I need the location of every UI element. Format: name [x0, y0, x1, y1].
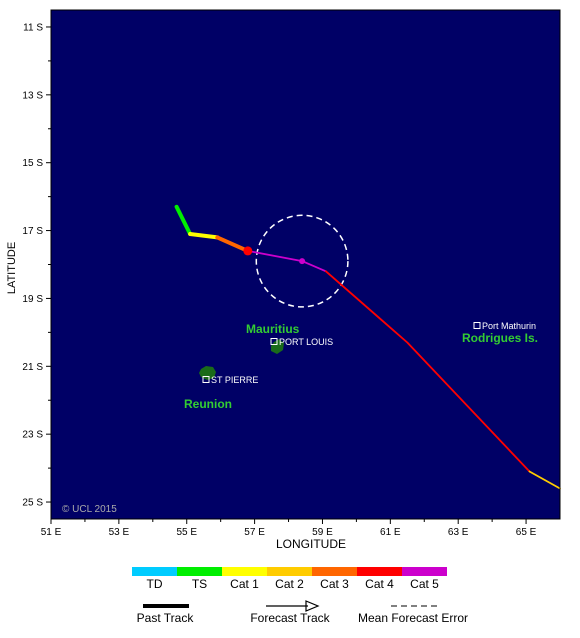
- copyright-text: © UCL 2015: [62, 504, 117, 515]
- past-track-segment-1: [188, 232, 220, 240]
- lat-tick-label: 13 S: [22, 90, 43, 101]
- port-mathurin-label: Port Mathurin: [482, 321, 536, 331]
- legend-swatch-td: [132, 567, 177, 576]
- reunion-label: Reunion: [184, 397, 232, 411]
- legend-swatch-cat-5: [402, 567, 447, 576]
- rodrigues-label: Rodrigues Is.: [462, 331, 538, 345]
- port-louis-marker: [270, 338, 278, 345]
- legend-label-ts: TS: [192, 577, 207, 591]
- mauritius-island: [271, 339, 284, 354]
- forecast-uncertainty-circle: [255, 214, 349, 308]
- legend-label-cat-2: Cat 2: [275, 577, 304, 591]
- longitude-axis-label: LONGITUDE: [276, 537, 346, 551]
- past-track-segment-0: [174, 204, 193, 236]
- lat-tick-label: 25 S: [22, 498, 43, 509]
- forecast-track-legend-arrow: [305, 600, 320, 612]
- st-pierre-label: ST PIERRE: [211, 375, 258, 385]
- port-mathurin-marker: [473, 322, 481, 329]
- category-legend: TD TS Cat 1 Cat 2 Cat 3 Cat 4 Cat 5: [132, 567, 447, 591]
- lon-tick-label: 61 E: [380, 527, 401, 538]
- legend-swatch-cat-2: [267, 567, 312, 576]
- past-track-legend-label: Past Track: [137, 611, 195, 625]
- past-track: [174, 204, 250, 253]
- legend-swatch-ts: [177, 567, 222, 576]
- forecast-track-segment-1: [324, 270, 531, 473]
- legend-label-cat-5: Cat 5: [410, 577, 439, 591]
- lat-tick-label: 21 S: [22, 362, 43, 373]
- legend-label-cat-1: Cat 1: [230, 577, 259, 591]
- ocean-area: [51, 10, 560, 519]
- lat-tick-label: 19 S: [22, 294, 43, 305]
- legend-label-cat-3: Cat 3: [320, 577, 349, 591]
- lon-tick-label: 57 E: [244, 527, 265, 538]
- mean-error-legend-label: Mean Forecast Error: [358, 611, 468, 625]
- lon-tick-label: 59 E: [312, 527, 333, 538]
- lat-tick-label: 17 S: [22, 226, 43, 237]
- legend-label-td: TD: [147, 577, 163, 591]
- port-louis-label: PORT LOUIS: [279, 337, 333, 347]
- lat-tick-label: 11 S: [23, 22, 43, 33]
- st-pierre-marker: [202, 376, 210, 383]
- lon-tick-label: 55 E: [176, 527, 197, 538]
- past-track-segment-2: [215, 235, 250, 253]
- lon-tick-label: 65 E: [516, 527, 537, 538]
- lon-tick-label: 63 E: [448, 527, 469, 538]
- axis-ticks: 51 E 53 E 55 E 57 E 59 E 61 E 63 E 65 E 11 S 13 S…: [22, 22, 536, 538]
- lat-tick-label: 15 S: [22, 158, 43, 169]
- forecast-point-marker: [299, 258, 306, 265]
- forecast-track-segment-2: [528, 470, 561, 490]
- forecast-track-legend-label: Forecast Track: [250, 611, 330, 625]
- legend-swatch-cat-1: [222, 567, 267, 576]
- lon-tick-label: 53 E: [109, 527, 130, 538]
- current-position-marker: [243, 246, 253, 256]
- legend-swatch-cat-4: [357, 567, 402, 576]
- mauritius-label: Mauritius: [246, 322, 300, 336]
- lon-tick-label: 51 E: [41, 527, 62, 538]
- legend-swatch-cat-3: [312, 567, 357, 576]
- legend-label-cat-4: Cat 4: [365, 577, 394, 591]
- lat-tick-label: 23 S: [22, 430, 43, 441]
- latitude-axis-label: LATITUDE: [6, 242, 18, 294]
